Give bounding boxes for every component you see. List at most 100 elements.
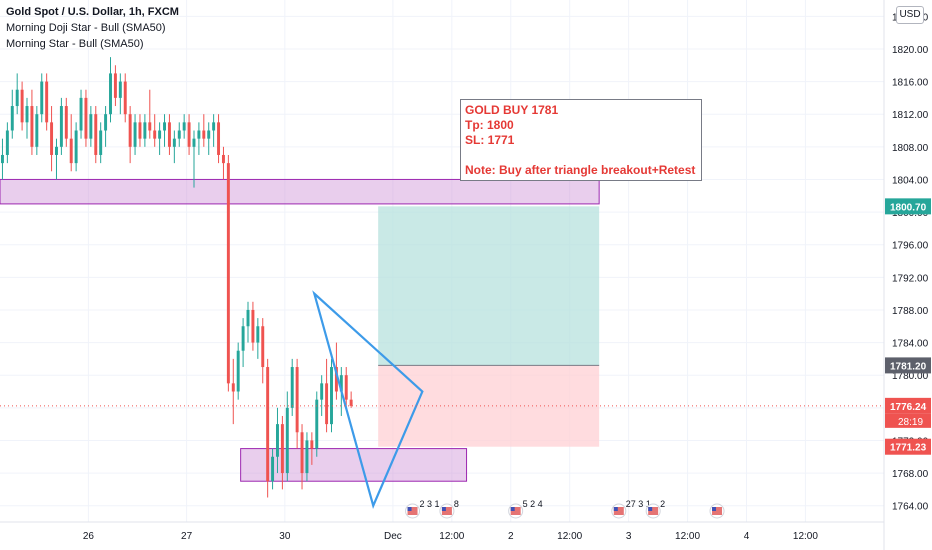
- candle-body: [330, 367, 333, 425]
- candle-body: [172, 138, 176, 147]
- candle-body: [315, 399, 319, 449]
- price-label-bg: [885, 397, 931, 414]
- note-line-sl: SL: 1771: [465, 133, 515, 147]
- candle-body: [276, 424, 279, 457]
- price-label-badge[interactable]: 1771.23: [885, 438, 931, 455]
- price-tick-label: 1792.00: [892, 273, 929, 284]
- event-flag-icon[interactable]: 8: [439, 499, 459, 519]
- chart-legend: Gold Spot / U.S. Dollar, 1h, FXCM Mornin…: [6, 4, 179, 52]
- event-count: 2 3 1: [420, 499, 440, 509]
- candle-body: [35, 114, 39, 147]
- zone-rect[interactable]: [0, 178, 600, 205]
- symbol-title[interactable]: Gold Spot / U.S. Dollar, 1h, FXCM: [6, 6, 179, 18]
- candle-body: [104, 114, 108, 131]
- price-label-bg: [885, 438, 931, 455]
- candle-body: [305, 440, 309, 474]
- event-flag-icon[interactable]: 27 3 1: [611, 499, 651, 519]
- candle-body: [246, 309, 250, 327]
- candle-body: [320, 383, 324, 400]
- event-markers[interactable]: 2 3 1 8 5 2 4 27 3 1 2: [405, 499, 725, 519]
- profit-zone[interactable]: [378, 206, 600, 366]
- event-flag-icon[interactable]: 2 3 1: [405, 499, 440, 519]
- candle-body: [241, 326, 245, 351]
- candle-body: [15, 89, 19, 107]
- candle-body: [266, 367, 270, 482]
- candle-body: [143, 122, 147, 139]
- price-label-badge[interactable]: 1781.20: [885, 357, 931, 374]
- candle-body: [271, 456, 275, 482]
- note-line-tp: Tp: 1800: [465, 118, 514, 132]
- price-label-text: 1776.24: [890, 402, 927, 413]
- candle-body: [118, 81, 122, 98]
- candle-body: [79, 97, 83, 131]
- candle-body: [182, 122, 186, 131]
- candle-body: [236, 350, 240, 392]
- candle-body: [69, 138, 73, 164]
- candle-body: [55, 146, 58, 155]
- price-tick-label: 1804.00: [892, 175, 929, 186]
- event-flag-icon[interactable]: 5 2 4: [508, 499, 543, 519]
- candle-body: [148, 122, 152, 131]
- candlestick-series: [0, 57, 353, 498]
- note-line-comment: Note: Buy after triangle breakout+Retest: [465, 163, 696, 177]
- time-tick-label: 2: [508, 531, 514, 542]
- time-axis[interactable]: 26 27 30 Dec 12:00 2 12:00 3 12:00 4 12:00: [0, 521, 884, 542]
- candle-body: [59, 106, 63, 147]
- candle-body: [349, 399, 353, 406]
- price-tick-label: 1816.00: [892, 78, 929, 89]
- event-count: 5 2 4: [523, 499, 543, 509]
- price-tick-label: 1780.00: [892, 371, 929, 382]
- candle-body: [280, 424, 284, 474]
- price-tick-label: 1768.00: [892, 469, 929, 480]
- note-line-buy: GOLD BUY 1781: [465, 103, 559, 117]
- candle-body: [0, 154, 4, 164]
- candle-body: [167, 122, 171, 147]
- countdown-text: 28:19: [898, 417, 923, 428]
- long-position-tool[interactable]: [378, 206, 600, 447]
- indicator-morning-doji-star[interactable]: Morning Doji Star - Bull (SMA50): [6, 22, 166, 34]
- price-tick-label: 1812.00: [892, 110, 929, 121]
- time-tick-label: 12:00: [793, 531, 818, 542]
- time-tick-label: 12:00: [675, 531, 700, 542]
- candle-body: [153, 130, 157, 139]
- zone-rect[interactable]: [240, 448, 468, 482]
- candle-body: [40, 81, 44, 115]
- candle-body: [113, 73, 117, 98]
- candle-body: [295, 367, 299, 433]
- candle-body: [163, 122, 166, 131]
- price-label-bg: [885, 357, 931, 374]
- candle-body: [84, 97, 88, 139]
- flag-stripes: [613, 507, 624, 515]
- price-tick-label: 1820.00: [892, 45, 929, 56]
- candle-body: [123, 81, 127, 115]
- candle-body: [334, 367, 338, 392]
- candle-body: [10, 106, 14, 131]
- flag-stripes: [407, 507, 418, 515]
- candle-body: [133, 122, 137, 147]
- price-label-text: 1771.23: [890, 443, 927, 454]
- event-flag-icon[interactable]: [709, 503, 725, 519]
- event-flag-icon[interactable]: 2: [645, 499, 665, 519]
- candle-body: [25, 106, 29, 123]
- flag-canton: [441, 507, 446, 511]
- support-resistance-zones: [0, 178, 600, 482]
- triangle-pattern[interactable]: [312, 290, 424, 509]
- price-label-badge[interactable]: 1776.24 28:19: [885, 397, 931, 428]
- event-count: 8: [454, 499, 459, 509]
- currency-button[interactable]: USD: [896, 6, 924, 24]
- price-label-badge[interactable]: 1800.70: [885, 198, 931, 215]
- price-axis[interactable]: 1764.001768.001772.001776.001780.001784.…: [883, 0, 931, 550]
- triangle-outline[interactable]: [312, 290, 424, 509]
- indicator-morning-star[interactable]: Morning Star - Bull (SMA50): [6, 38, 144, 50]
- candle-body: [99, 130, 103, 155]
- candle-body: [30, 106, 34, 147]
- price-label-bg: [885, 198, 931, 215]
- candle-body: [256, 326, 260, 343]
- trade-note-box[interactable]: GOLD BUY 1781 Tp: 1800 SL: 1771 Note: Bu…: [460, 99, 702, 181]
- candle-body: [50, 122, 54, 155]
- flag-stripes: [712, 507, 723, 515]
- candle-body: [339, 375, 343, 392]
- time-tick-label: 27: [181, 531, 193, 542]
- price-tick-label: 1764.00: [892, 502, 929, 513]
